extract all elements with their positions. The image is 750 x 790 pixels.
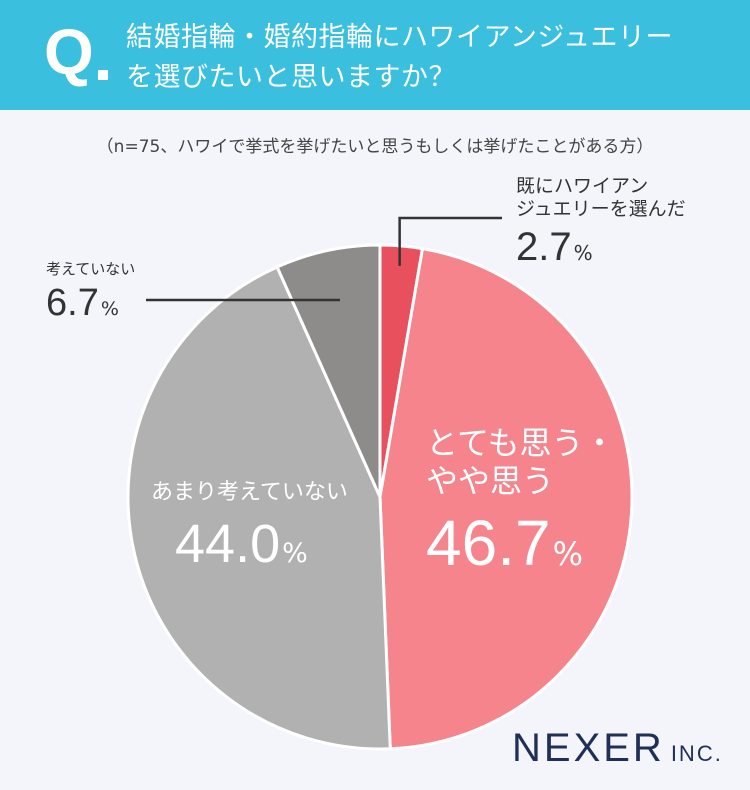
slice-label-line: やや思う [426, 462, 555, 501]
question-line-1: 結婚指輪・婚約指輪にハワイアンジュエリー [126, 22, 674, 53]
slice-label-line: あまり考えていない [151, 480, 348, 505]
leader-line-already-chosen [398, 216, 502, 266]
slice-label-think-so: とても思う・ やや思う 46.7% [426, 424, 615, 583]
slice-label-not-considering: 考えていない 6.7% [46, 260, 135, 327]
slice-label-line: とても思う・ [426, 424, 616, 462]
question-mark-dot [98, 70, 108, 80]
question-line-2: を選びたいと思いますか？ [126, 62, 456, 93]
question-header: Q 結婚指輪・婚約指輪にハワイアンジュエリー を選びたいと思いますか？ [0, 0, 750, 110]
slice-value-already-chosen: 2.7% [516, 224, 593, 269]
slice-label-not-much: あまり考えていない 44.0% [151, 480, 348, 577]
nexer-logo: NEXER INC. [512, 726, 723, 770]
slice-value-not-much: 44.0% [175, 514, 308, 575]
pie-slice-not-considering [275, 243, 382, 499]
slice-value-not-considering: 6.7% [46, 282, 119, 324]
pie-slice-think-so [378, 247, 634, 751]
sample-note: （n=75、ハワイで挙式を挙げたいと思うもしくは挙げたことがある方） [96, 137, 654, 157]
slice-label-line: 既にハワイアン [516, 175, 649, 197]
slice-label-already-chosen: 既にハワイアン ジュエリーを選んだ 2.7% [516, 175, 686, 271]
slice-label-line: ジュエリーを選んだ [516, 197, 686, 220]
slice-value-think-so: 46.7% [426, 506, 583, 579]
slice-label-line: 考えていない [46, 260, 136, 278]
pie-slice-not-much [126, 265, 392, 751]
question-mark: Q [44, 16, 94, 88]
